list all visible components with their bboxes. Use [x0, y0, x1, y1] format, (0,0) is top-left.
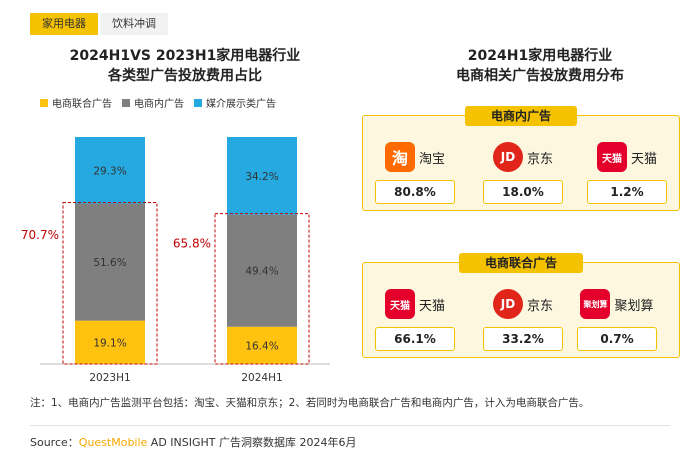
- tab-home-appliances[interactable]: 家用电器: [30, 13, 98, 35]
- bar-segment: [75, 320, 145, 364]
- stacked-bar-chart: 19.1% 51.6% 29.3% 70.7% 2023H1 16.4% 49.4% 34.2…: [21, 137, 330, 384]
- platform-value: 0.7%: [577, 327, 657, 351]
- platform-value: 1.2%: [587, 180, 667, 204]
- jd-icon: JD: [492, 289, 523, 319]
- platform-name: 天猫: [418, 298, 445, 314]
- right-title-line2: 电商相关广告投放费用分布: [456, 68, 624, 84]
- bar-value-label: 19.1%: [93, 337, 126, 349]
- source-line: Source：QuestMobile AD INSIGHT 广告洞察数据库 20…: [30, 434, 357, 450]
- source-brand: QuestMobile: [78, 436, 148, 449]
- x-tick-label: 2023H1: [89, 372, 130, 384]
- platform-value: 80.8%: [375, 180, 455, 204]
- legend-item-media: 媒介展示类广告: [194, 95, 276, 110]
- platform-value: 66.1%: [375, 327, 455, 351]
- panel-ecom-internal-title: 电商内广告: [464, 106, 578, 126]
- platform-name: 淘宝: [418, 151, 445, 167]
- bar-segment: [227, 137, 297, 215]
- platform-name: 京东: [526, 151, 553, 167]
- right-panel-title: 2024H1家用电器行业 电商相关广告投放费用分布: [390, 46, 690, 86]
- panel-ecom-union: 电商联合广告 天猫 天猫 66.1% JD 京东 33.2% 聚划算 聚划算 0…: [362, 253, 680, 358]
- chart-legend: 电商联合广告 电商内广告 媒介展示类广告: [40, 95, 286, 110]
- platform-card: JD 京东 18.0%: [483, 140, 563, 204]
- bar-segment: [227, 214, 297, 327]
- bracket-total-label: 65.8%: [173, 236, 211, 250]
- legend-label-ecom-internal: 电商内广告: [134, 99, 184, 110]
- highlight-bracket: [62, 202, 158, 365]
- legend-swatch-media: [194, 98, 202, 107]
- platform-value: 33.2%: [483, 327, 563, 351]
- platform-card: JD 京东 33.2%: [483, 287, 563, 351]
- legend-label-media: 媒介展示类广告: [206, 99, 276, 110]
- panel-ecom-internal: 电商内广告 淘 淘宝 80.8% JD 京东 18.0% 天猫 天猫 1.2%: [362, 106, 680, 211]
- platform-card: 天猫 天猫 1.2%: [587, 140, 667, 204]
- taobao-icon: 淘: [384, 142, 415, 172]
- bar-segment: [227, 326, 297, 364]
- footnote: 注：1、电商内广告监测平台包括：淘宝、天猫和京东；2、若同时为电商联合广告和电商…: [30, 397, 590, 409]
- highlight-bracket: [214, 213, 310, 365]
- tmall-icon: 天猫: [384, 289, 415, 319]
- x-tick-label: 2024H1: [241, 372, 282, 384]
- legend-item-ecom-union: 电商联合广告: [40, 95, 112, 110]
- source-rest: AD INSIGHT 广告洞察数据库 2024年6月: [147, 436, 357, 449]
- right-title-line1: 2024H1家用电器行业: [467, 48, 613, 64]
- tab-bar: 家用电器 饮料冲调: [30, 13, 170, 35]
- panel-ecom-union-title: 电商联合广告: [458, 253, 584, 273]
- left-title-line1: 2024H1VS 2023H1家用电器行业: [69, 48, 301, 64]
- juhuasuan-icon: 聚划算: [580, 289, 611, 319]
- platform-name: 聚划算: [614, 298, 654, 314]
- divider: [30, 425, 670, 426]
- bar-value-label: 49.4%: [245, 266, 278, 278]
- bar-value-label: 16.4%: [245, 340, 278, 352]
- bar-value-label: 51.6%: [93, 257, 126, 269]
- left-title-line2: 各类型广告投放费用占比: [108, 68, 262, 84]
- legend-label-ecom-union: 电商联合广告: [52, 99, 112, 110]
- platform-name: 京东: [526, 298, 553, 314]
- left-chart-title: 2024H1VS 2023H1家用电器行业 各类型广告投放费用占比: [40, 46, 330, 86]
- bar-value-label: 34.2%: [245, 171, 278, 183]
- platform-card: 天猫 天猫 66.1%: [375, 287, 455, 351]
- bracket-total-label: 70.7%: [21, 228, 59, 242]
- legend-swatch-ecom-union: [40, 98, 48, 107]
- platform-card: 淘 淘宝 80.8%: [375, 140, 455, 204]
- legend-swatch-ecom-internal: [122, 98, 130, 107]
- tmall-icon: 天猫: [596, 142, 627, 172]
- platform-card: 聚划算 聚划算 0.7%: [577, 287, 657, 351]
- bar-segment: [75, 203, 145, 321]
- tab-beverages[interactable]: 饮料冲调: [100, 13, 168, 35]
- legend-item-ecom-internal: 电商内广告: [122, 95, 184, 110]
- source-prefix: Source：: [30, 436, 79, 449]
- bar-value-label: 29.3%: [93, 165, 126, 177]
- bar-segment: [75, 137, 145, 204]
- platform-name: 天猫: [630, 151, 657, 167]
- platform-value: 18.0%: [483, 180, 563, 204]
- jd-icon: JD: [492, 142, 523, 172]
